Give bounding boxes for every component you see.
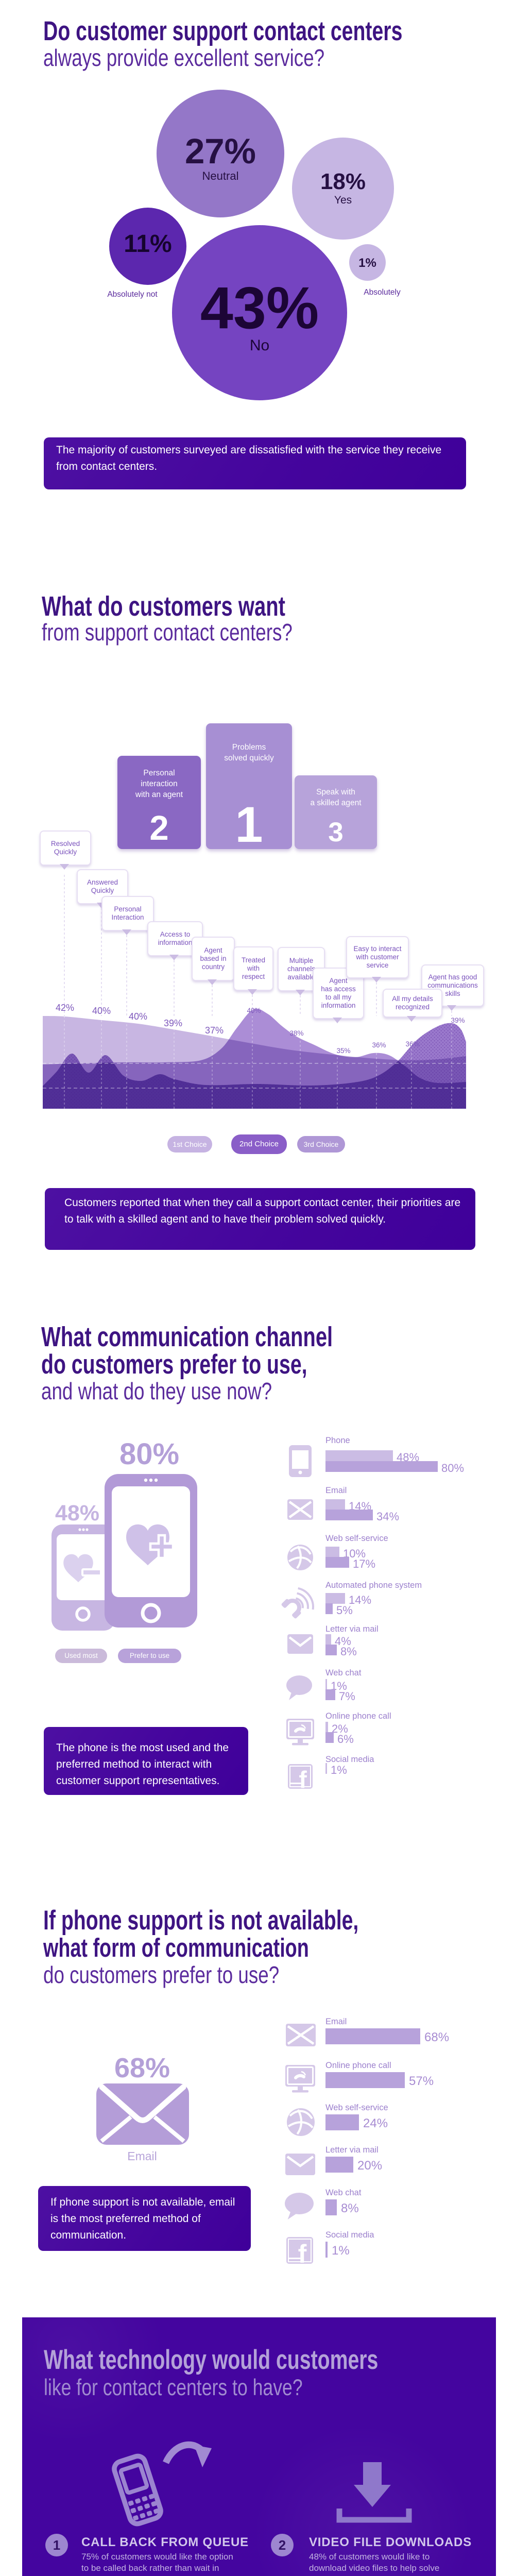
svg-text:f: f <box>298 2240 307 2268</box>
svg-text:f: f <box>299 1766 307 1793</box>
